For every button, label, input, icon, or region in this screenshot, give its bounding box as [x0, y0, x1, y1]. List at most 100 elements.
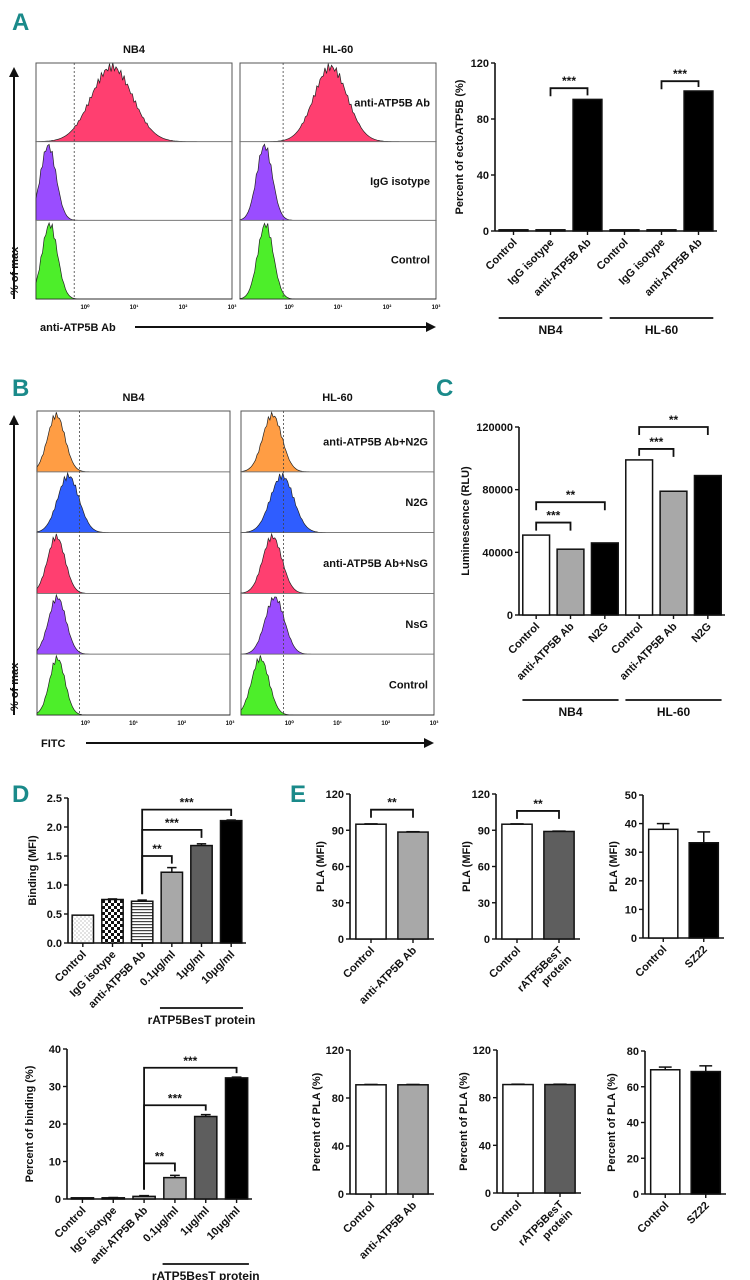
- x-tick-label: 10³: [430, 720, 439, 727]
- panel-e-chart-6: 0 20 40 60 80 Percent of PLA (%) Control SZ22: [606, 1046, 726, 1236]
- histogram-curve: [240, 655, 434, 716]
- y-tick-label: 0: [485, 1188, 491, 1200]
- y-tick-label: 120: [471, 58, 489, 70]
- column-title: HL-60: [323, 44, 354, 56]
- y-axis-label: Percent of ectoATP5B (%): [454, 79, 466, 214]
- y-tick-label: 0: [338, 934, 344, 946]
- x-tick-label: 10³: [432, 304, 441, 311]
- significance-label: ***: [180, 796, 194, 810]
- x-category-label: Control: [594, 237, 630, 273]
- row-label: anti-ATP5B Ab+N2G: [323, 436, 428, 448]
- y-tick-label: 120: [326, 789, 344, 801]
- significance-bracket: [143, 1066, 238, 1190]
- histogram-curve: [36, 654, 230, 716]
- significance-label: ***: [183, 1054, 197, 1068]
- bar: [397, 1084, 429, 1195]
- panel-letter-b: B: [12, 375, 29, 402]
- y-tick-label: 40000: [482, 547, 513, 559]
- significance-label: **: [669, 413, 679, 427]
- bar: [193, 1115, 218, 1200]
- y-axis-label: PLA (MFI): [608, 841, 620, 892]
- y-tick-label: 80: [479, 1093, 491, 1105]
- y-axis-label: Luminescence (RLU): [460, 466, 472, 576]
- bar: [683, 90, 714, 232]
- y-tick-label: 30: [332, 898, 344, 910]
- group-label: HL-60: [657, 705, 691, 719]
- x-category-label: Control: [487, 945, 523, 981]
- histogram-curve: [36, 412, 230, 473]
- histogram-curve: [35, 143, 233, 221]
- y-tick-label: 120: [472, 789, 490, 801]
- panel-letter-c: C: [436, 375, 453, 402]
- bar: [502, 1083, 534, 1194]
- y-tick-label: 10: [625, 904, 637, 916]
- panel-b-histograms: NB4 10⁰ 10¹ 10² 10³ HL-60 anti-ATP5B Ab+N2G N2G…: [9, 392, 438, 750]
- significance-label: ***: [546, 509, 560, 523]
- y-tick-label: 0: [507, 610, 513, 622]
- histogram-curve: [35, 221, 232, 300]
- bar: [649, 1069, 681, 1195]
- group-label: NB4: [538, 323, 562, 337]
- bar: [71, 914, 95, 944]
- x-tick-label: 10²: [177, 720, 186, 727]
- significance-bracket: [516, 810, 560, 819]
- y-tick-label: 40: [625, 819, 637, 831]
- bar: [355, 823, 387, 940]
- y-tick-label: 0: [484, 934, 490, 946]
- y-tick-label: 0: [338, 1189, 344, 1201]
- x-axis-label: anti-ATP5B Ab: [40, 322, 116, 334]
- significance-label: ***: [649, 435, 663, 449]
- y-tick-label: 1.0: [47, 880, 62, 892]
- y-tick-label: 120: [326, 1045, 344, 1057]
- y-axis-label: Binding (MFI): [27, 835, 39, 906]
- histogram-curve: [36, 471, 230, 533]
- bar: [688, 842, 720, 939]
- bar: [397, 831, 429, 940]
- y-tick-label: 60: [332, 862, 344, 874]
- histogram-curve: [239, 222, 436, 300]
- significance-bracket: [535, 501, 606, 511]
- bar: [535, 229, 566, 232]
- y-tick-label: 0: [483, 226, 489, 238]
- bar: [130, 900, 154, 944]
- y-tick-label: 30: [625, 847, 637, 859]
- y-tick-label: 20: [49, 1119, 61, 1131]
- x-category-label: SZ22: [685, 1200, 712, 1227]
- histogram-curve: [36, 593, 230, 655]
- significance-label: **: [152, 842, 162, 856]
- bar: [355, 1084, 387, 1195]
- histogram-curve: [36, 533, 230, 594]
- significance-label: **: [533, 797, 543, 811]
- x-category-label: Control: [633, 944, 669, 980]
- bar: [70, 1197, 95, 1200]
- y-tick-label: 30: [478, 898, 490, 910]
- significance-label: **: [387, 796, 397, 810]
- y-tick-label: 80: [627, 1046, 639, 1058]
- bar: [544, 1083, 576, 1194]
- bar: [609, 229, 640, 232]
- bar: [498, 229, 529, 232]
- y-tick-label: 10: [49, 1157, 61, 1169]
- bar: [219, 819, 243, 944]
- bar: [659, 490, 688, 616]
- bar: [501, 823, 533, 940]
- x-category-label: N2G: [689, 621, 713, 645]
- significance-label: **: [566, 488, 576, 502]
- significance-bracket: [370, 808, 414, 818]
- y-tick-label: 30: [49, 1082, 61, 1094]
- x-tick-label: 10²: [383, 304, 392, 311]
- x-category-label: Control: [635, 1200, 671, 1236]
- bar: [625, 459, 654, 616]
- y-axis-label: Percent of binding (%): [24, 1065, 36, 1182]
- plot-frame: [35, 62, 233, 300]
- significance-bracket: [660, 80, 700, 90]
- bar: [543, 830, 575, 940]
- bar: [101, 898, 124, 944]
- panel-e-chart-3: 0 10 20 30 40 50 PLA (MFI) Control SZ22: [608, 790, 724, 980]
- y-tick-label: 40: [332, 1141, 344, 1153]
- x-category-label: Control: [483, 237, 519, 273]
- y-tick-label: 40: [49, 1044, 61, 1056]
